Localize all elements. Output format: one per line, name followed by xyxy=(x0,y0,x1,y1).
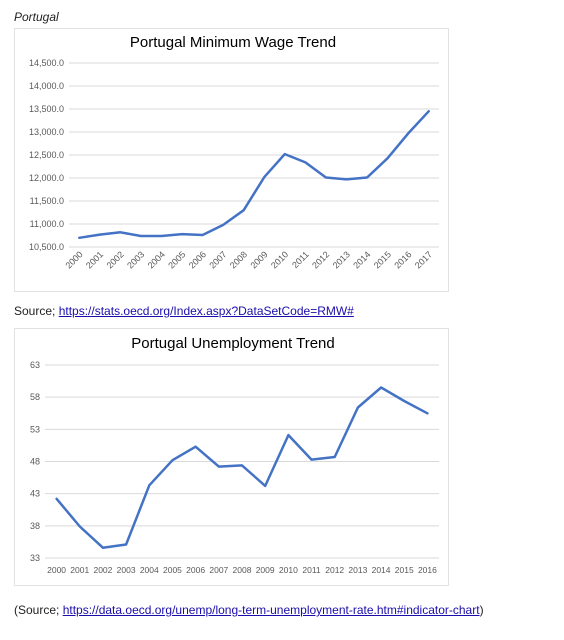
x-tick-label: 2005 xyxy=(166,249,187,270)
chart-title: Portugal Minimum Wage Trend xyxy=(130,34,336,51)
x-tick-label: 2006 xyxy=(186,565,205,575)
x-tick-label: 2004 xyxy=(140,565,159,575)
minimum-wage-chart: Portugal Minimum Wage Trend 10,500.0 11,0… xyxy=(14,28,449,292)
x-tick-label: 2000 xyxy=(47,565,66,575)
gridlines xyxy=(69,62,439,248)
y-tick-label: 58 xyxy=(30,392,40,402)
x-tick-label: 2001 xyxy=(70,565,89,575)
x-tick-label: 2016 xyxy=(418,565,437,575)
x-tick-label: 2017 xyxy=(413,249,434,270)
series-lines xyxy=(55,386,429,549)
x-tick-label: 2015 xyxy=(395,565,414,575)
x-tick-label: 2009 xyxy=(256,565,275,575)
x-tick-label: 2013 xyxy=(331,249,352,270)
source-line-1: Source; https://stats.oecd.org/Index.asp… xyxy=(14,304,354,318)
y-tick-label: 13,500.0 xyxy=(29,104,64,114)
source-prefix: Source; xyxy=(14,304,59,318)
x-tick-label: 2008 xyxy=(228,249,249,270)
y-tick-label: 14,500.0 xyxy=(29,58,64,68)
series-line xyxy=(78,110,430,240)
x-tick-label: 2003 xyxy=(125,249,146,270)
x-tick-label: 2007 xyxy=(209,565,228,575)
source-link[interactable]: https://data.oecd.org/unemp/long-term-un… xyxy=(62,603,480,617)
y-tick-label: 14,000.0 xyxy=(29,81,64,91)
x-tick-label: 2003 xyxy=(117,565,136,575)
y-tick-label: 11,000.0 xyxy=(30,219,64,229)
y-tick-label: 12,000.0 xyxy=(29,173,64,183)
y-tick-label: 38 xyxy=(30,521,40,531)
x-tick-label: 2005 xyxy=(163,565,182,575)
source-line-2: (Source; https://data.oecd.org/unemp/lon… xyxy=(14,603,484,617)
y-tick-label: 43 xyxy=(30,489,40,499)
y-tick-labels: 33 38 43 48 53 58 63 xyxy=(30,360,40,563)
x-tick-label: 2014 xyxy=(372,565,391,575)
x-tick-label: 2006 xyxy=(187,249,208,270)
series-line xyxy=(55,386,429,549)
x-tick-label: 2004 xyxy=(146,249,167,270)
x-tick-label: 2011 xyxy=(290,249,311,270)
unemployment-chart-svg: Portugal Unemployment Trend 33 38 43 48 53 58… xyxy=(30,335,439,575)
x-tick-label: 2016 xyxy=(392,249,413,270)
x-tick-label: 2014 xyxy=(351,249,372,270)
y-tick-label: 12,500.0 xyxy=(29,150,64,160)
x-tick-label: 2009 xyxy=(248,249,269,270)
chart-title: Portugal Unemployment Trend xyxy=(131,335,334,352)
y-tick-label: 33 xyxy=(30,553,40,563)
x-tick-label: 2000 xyxy=(63,249,84,270)
gridlines xyxy=(45,364,439,559)
x-tick-label: 2001 xyxy=(84,249,105,270)
source-suffix: ) xyxy=(479,603,484,617)
page-caption: Portugal xyxy=(14,10,59,24)
x-tick-label: 2010 xyxy=(279,565,298,575)
x-tick-label: 2008 xyxy=(233,565,252,575)
x-tick-label: 2002 xyxy=(105,249,126,270)
unemployment-chart: Portugal Unemployment Trend 33 38 43 48 53 58… xyxy=(14,328,449,586)
x-tick-label: 2012 xyxy=(310,249,331,270)
y-tick-label: 10,500.0 xyxy=(29,242,64,252)
minimum-wage-chart-svg: Portugal Minimum Wage Trend 10,500.0 11,0… xyxy=(29,34,439,271)
y-tick-label: 53 xyxy=(30,424,40,434)
y-tick-label: 48 xyxy=(30,457,40,467)
y-tick-label: 63 xyxy=(30,360,40,370)
x-tick-label: 2015 xyxy=(372,249,393,270)
x-tick-label: 2010 xyxy=(269,249,290,270)
x-tick-labels: 2000 2001 2002 2003 2004 2005 2006 2007 2008 2009… xyxy=(47,565,437,575)
x-tick-label: 2002 xyxy=(93,565,112,575)
x-tick-labels: 2000 2001 2002 2003 2004 2005 2006 2007 2008 2009… xyxy=(63,249,434,270)
source-link[interactable]: https://stats.oecd.org/Index.aspx?DataSe… xyxy=(58,304,354,318)
series-lines xyxy=(78,110,430,240)
x-tick-label: 2012 xyxy=(325,565,344,575)
x-tick-label: 2007 xyxy=(207,249,228,270)
source-prefix: (Source; xyxy=(14,603,63,617)
x-tick-label: 2013 xyxy=(348,565,367,575)
x-tick-label: 2011 xyxy=(302,565,321,575)
y-tick-label: 11,500.0 xyxy=(30,196,64,206)
y-tick-labels: 10,500.0 11,000.0 11,500.0 12,000.0 12,500.0… xyxy=(29,58,64,252)
y-tick-label: 13,000.0 xyxy=(29,127,64,137)
